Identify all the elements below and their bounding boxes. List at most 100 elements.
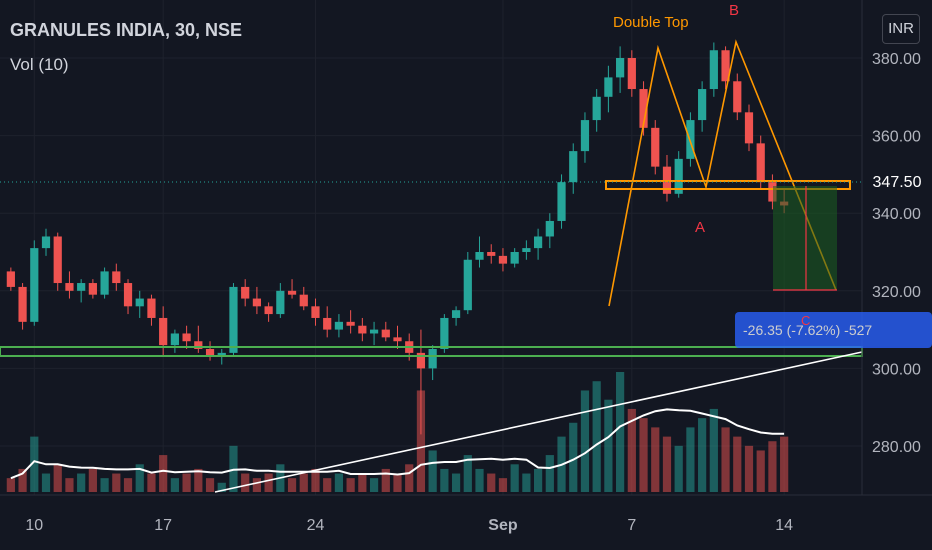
- candle-body: [592, 96, 601, 121]
- candle-body: [88, 283, 97, 295]
- volume-bar: [18, 468, 27, 492]
- candle-body: [287, 290, 297, 295]
- candle-body: [533, 236, 543, 249]
- volume-bar: [217, 482, 226, 492]
- candle-body: [147, 298, 156, 318]
- volume-bar: [616, 372, 625, 492]
- volume-bar: [510, 464, 519, 492]
- candle-body: [463, 259, 472, 311]
- time-tick-label: 24: [307, 517, 325, 534]
- candle-body: [194, 341, 203, 349]
- candle-body: [545, 220, 554, 237]
- point-b-label: B: [729, 2, 740, 19]
- candle-body: [170, 333, 179, 346]
- volume-bar: [135, 464, 144, 492]
- volume-bar: [346, 478, 355, 492]
- volume-bar: [381, 468, 390, 492]
- candle-body: [217, 352, 226, 357]
- symbol-title[interactable]: GRANULES INDIA, 30, NSE: [10, 20, 243, 40]
- candle-body: [674, 158, 683, 194]
- candle-body: [123, 283, 133, 307]
- volume-bar: [323, 478, 332, 492]
- candle-body: [721, 50, 730, 82]
- volume-bar: [698, 418, 707, 492]
- candle-body: [604, 77, 613, 97]
- volume-bar: [733, 436, 742, 492]
- volume-bar: [522, 473, 531, 492]
- volume-bar: [475, 468, 484, 492]
- candle-body: [241, 286, 250, 299]
- price-tick-label: 360.00: [872, 129, 921, 146]
- volume-bar: [780, 436, 789, 492]
- time-axis[interactable]: 10 17 24 Sep 7 14: [25, 517, 793, 534]
- candle-body: [744, 112, 754, 144]
- volume-indicator-label[interactable]: Vol (10): [10, 55, 69, 74]
- price-axis[interactable]: 380.00 360.00 340.00 320.00 300.00 280.00: [872, 51, 921, 456]
- candle-body: [311, 306, 320, 318]
- last-price-value: 347.50: [872, 174, 922, 191]
- currency-button[interactable]: INR: [882, 14, 920, 44]
- volume-bar: [334, 473, 344, 492]
- volume-bar: [651, 427, 660, 492]
- candle-body: [334, 321, 344, 330]
- candle-body: [65, 283, 74, 291]
- candle-body: [100, 271, 109, 295]
- short-position-target[interactable]: [773, 186, 837, 290]
- volume-bar: [721, 427, 730, 492]
- volume-bar: [756, 450, 765, 492]
- double-top-pattern[interactable]: [608, 39, 837, 307]
- volume-bar: [299, 473, 308, 492]
- volume-bar: [627, 408, 636, 492]
- volume-bar: [545, 455, 554, 492]
- volume-bar: [393, 473, 402, 492]
- volume-bar: [159, 455, 168, 492]
- measure-tooltip: -26.35 (-7.62%) -527: [735, 312, 932, 348]
- volume-bar: [77, 473, 86, 492]
- candle-body: [698, 89, 707, 121]
- volume-bar: [569, 422, 578, 492]
- volume-ma-line: [10, 408, 785, 480]
- candle-body: [323, 317, 332, 330]
- candle-body: [768, 182, 777, 202]
- neckline-band[interactable]: [605, 180, 851, 190]
- candle-body: [159, 317, 168, 346]
- candle-body: [522, 248, 531, 252]
- candle-body: [182, 333, 191, 342]
- time-tick-label: 7: [627, 517, 636, 534]
- volume-bar: [30, 436, 39, 492]
- volume-bar: [182, 473, 191, 492]
- candle-body: [498, 255, 508, 264]
- volume-bar: [580, 390, 590, 492]
- candle-body: [416, 352, 426, 369]
- trend-line[interactable]: [214, 351, 863, 493]
- volume-bar: [709, 408, 718, 492]
- candle-body: [510, 252, 519, 264]
- volume-bar: [311, 468, 320, 492]
- candle-body: [428, 349, 437, 369]
- candle-body: [440, 317, 449, 349]
- candle-body: [41, 236, 51, 249]
- volume-bar: [6, 478, 15, 492]
- candle-body: [393, 337, 402, 342]
- candle-body: [487, 252, 496, 256]
- candle-body: [276, 290, 285, 315]
- volume-bar: [592, 381, 601, 492]
- time-tick-label: Sep: [488, 517, 518, 534]
- candle-body: [229, 286, 238, 353]
- volume-bar: [662, 436, 672, 492]
- point-c-label: C: [801, 313, 811, 328]
- volume-bar: [112, 473, 121, 492]
- volume-bar: [100, 478, 109, 492]
- candle-body: [557, 182, 566, 221]
- volume-bar: [41, 473, 51, 492]
- candle-body: [77, 283, 86, 291]
- volume-bar: [88, 468, 97, 492]
- candle-body: [53, 236, 62, 284]
- candle-body: [709, 50, 718, 90]
- double-top-label: Double Top: [613, 14, 689, 31]
- volume-bar: [498, 478, 508, 492]
- volume-bar: [123, 478, 133, 492]
- candle-body: [135, 298, 144, 307]
- volume-bar: [674, 445, 683, 492]
